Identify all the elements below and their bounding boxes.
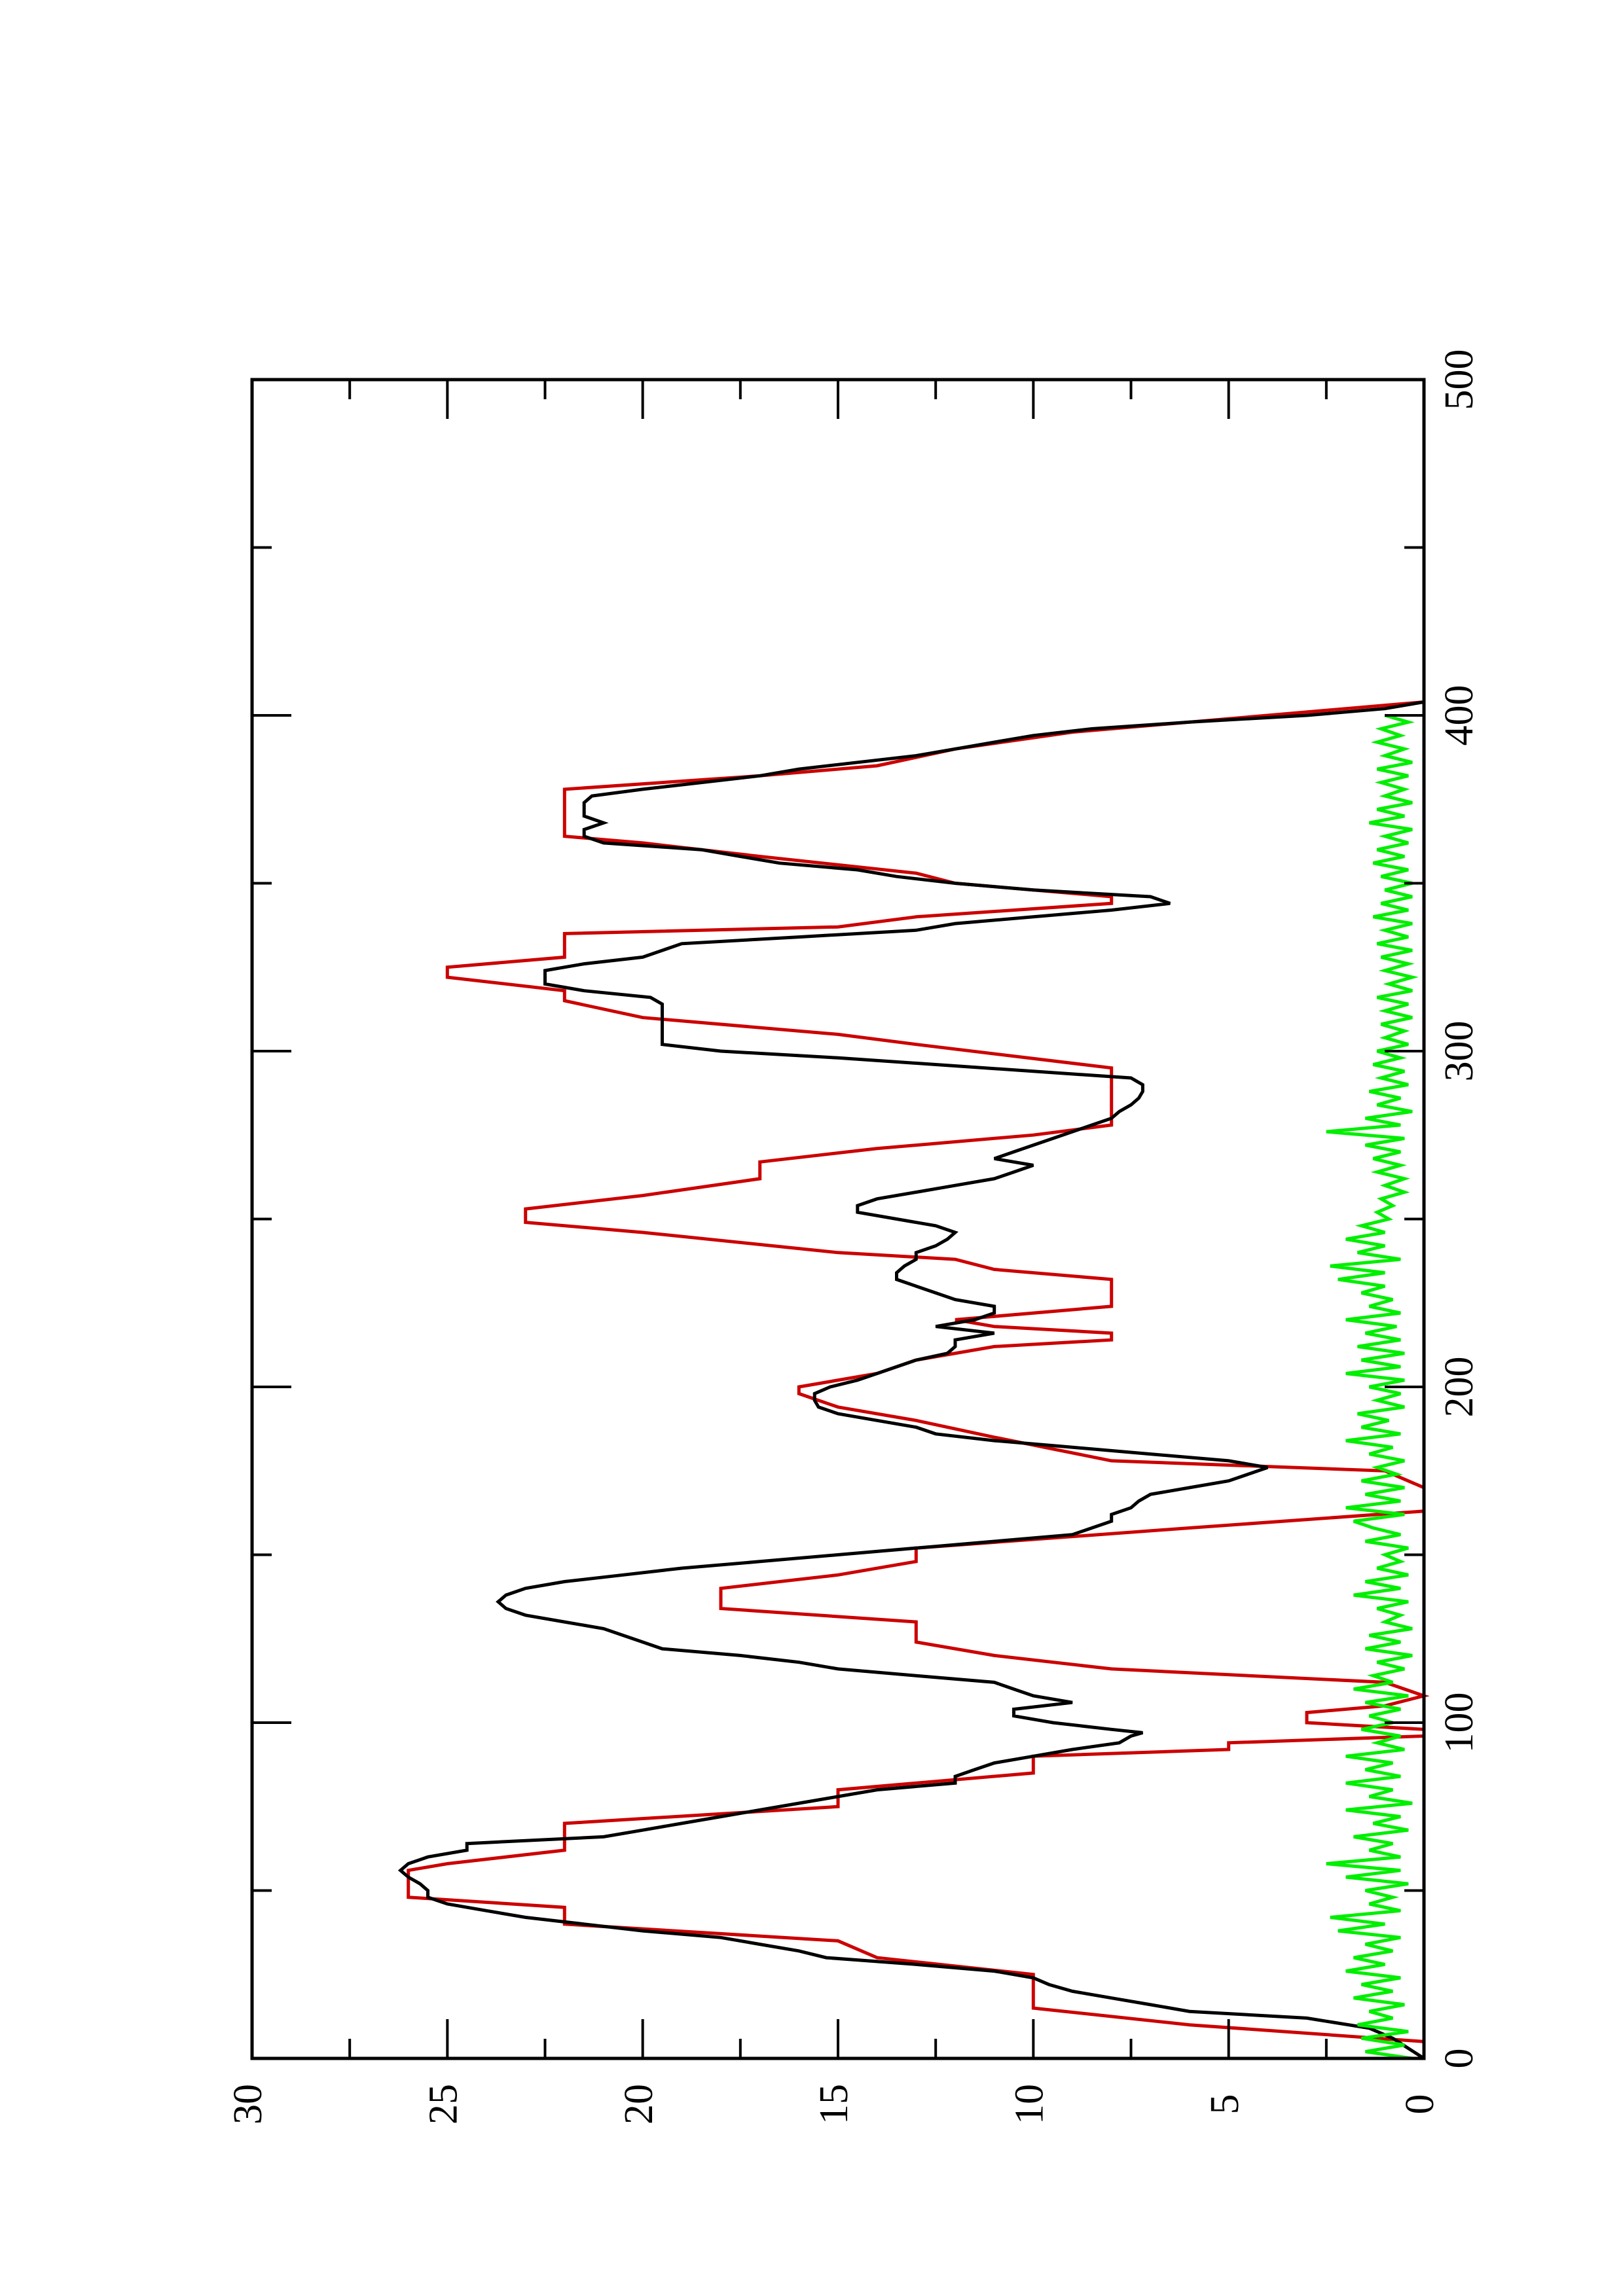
series-line-3: [1326, 713, 1419, 2060]
y-tick-label: 30: [226, 2084, 270, 2125]
plot-area: [397, 700, 1430, 2060]
x-tick-label: 300: [1437, 1021, 1482, 1082]
x-tick-label: 400: [1437, 685, 1482, 746]
x-tick-label: 0: [1437, 2049, 1482, 2069]
x-tick-label: 100: [1437, 1693, 1482, 1753]
series-line-1: [407, 700, 1430, 2058]
x-tick-label: 500: [1437, 350, 1482, 410]
y-tick-label: 0: [1398, 2094, 1442, 2115]
y-tick-label: 20: [617, 2084, 661, 2125]
y-tick-label: 10: [1008, 2084, 1052, 2125]
y-tick-label: 5: [1203, 2094, 1247, 2115]
y-tick-label: 15: [812, 2084, 856, 2125]
y-tick-label: 25: [422, 2084, 466, 2125]
series-line-2: [397, 700, 1425, 2060]
x-tick-label: 200: [1437, 1357, 1482, 1418]
axes: 0 100 200 300 400 500 0 5 10 15 20 25 30: [226, 350, 1482, 2125]
